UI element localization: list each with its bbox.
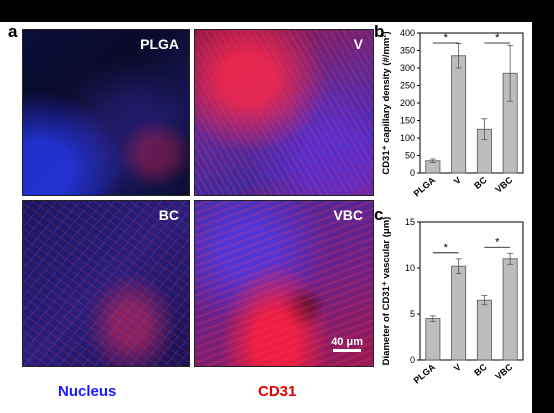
image-label: BC bbox=[158, 207, 179, 223]
panel-b-letter: b bbox=[374, 22, 385, 41]
y-tick-label: 0 bbox=[410, 168, 415, 178]
y-tick-label: 5 bbox=[410, 309, 415, 319]
cd31-legend: CD31 bbox=[258, 383, 297, 400]
nucleus-legend: Nucleus bbox=[58, 383, 117, 400]
bar bbox=[451, 55, 467, 174]
image-label: V bbox=[353, 36, 363, 52]
x-tick-label: BC bbox=[472, 362, 489, 378]
x-tick-label: V bbox=[452, 362, 463, 374]
y-tick-label: 0 bbox=[410, 355, 415, 365]
y-tick-label: 250 bbox=[400, 81, 415, 91]
top-black-border bbox=[0, 0, 554, 22]
x-tick-label: PLGA bbox=[412, 362, 438, 386]
significance-star: * bbox=[444, 242, 449, 254]
y-axis-label: CD31⁺ capillary density (#/mm²) bbox=[381, 31, 392, 174]
image-label: PLGA bbox=[140, 36, 179, 52]
y-tick-label: 100 bbox=[400, 133, 415, 143]
x-tick-label: PLGA bbox=[412, 175, 438, 199]
scale-bar bbox=[333, 349, 361, 352]
x-tick-label: VBC bbox=[493, 175, 514, 195]
plot-frame bbox=[419, 221, 524, 361]
bar bbox=[476, 299, 492, 361]
micrograph-vbc: VBC 40 μm bbox=[194, 200, 374, 367]
micrograph-bc: BC bbox=[22, 200, 190, 367]
y-tick-label: 200 bbox=[400, 98, 415, 108]
y-tick-label: 10 bbox=[405, 263, 415, 273]
capillary-density-chart: 0 50 100 150 200 250 300 350 400 CD31⁺ capillary … bbox=[381, 28, 524, 199]
y-axis-label: Diameter of CD31⁺ vascular (μm) bbox=[381, 217, 392, 366]
micrograph-v: V bbox=[194, 29, 374, 196]
y-tick-label: 150 bbox=[400, 116, 415, 126]
x-tick-label: VBC bbox=[493, 362, 514, 382]
bar bbox=[451, 265, 467, 361]
x-tick-label: BC bbox=[472, 175, 489, 191]
image-label: VBC bbox=[333, 207, 363, 223]
x-tick-label: V bbox=[452, 175, 463, 187]
y-tick-label: 50 bbox=[405, 151, 415, 161]
y-tick-label: 300 bbox=[400, 63, 415, 73]
micrograph-plga: PLGA bbox=[22, 29, 190, 196]
y-tick-label: 400 bbox=[400, 28, 415, 38]
significance-star: * bbox=[495, 32, 500, 44]
bar bbox=[502, 258, 518, 361]
y-tick-label: 350 bbox=[400, 46, 415, 56]
significance-star: * bbox=[444, 32, 449, 44]
right-black-border bbox=[532, 0, 554, 413]
panel-c-letter: c bbox=[374, 205, 384, 224]
scale-bar-label: 40 μm bbox=[331, 336, 363, 348]
y-tick-label: 15 bbox=[405, 217, 415, 227]
panel-a-letter: a bbox=[8, 22, 18, 41]
significance-star: * bbox=[495, 236, 500, 248]
bar bbox=[425, 318, 441, 361]
vascular-diameter-chart: 0 5 10 15 Diameter of CD31⁺ vascular (μm) PLG… bbox=[381, 217, 524, 386]
